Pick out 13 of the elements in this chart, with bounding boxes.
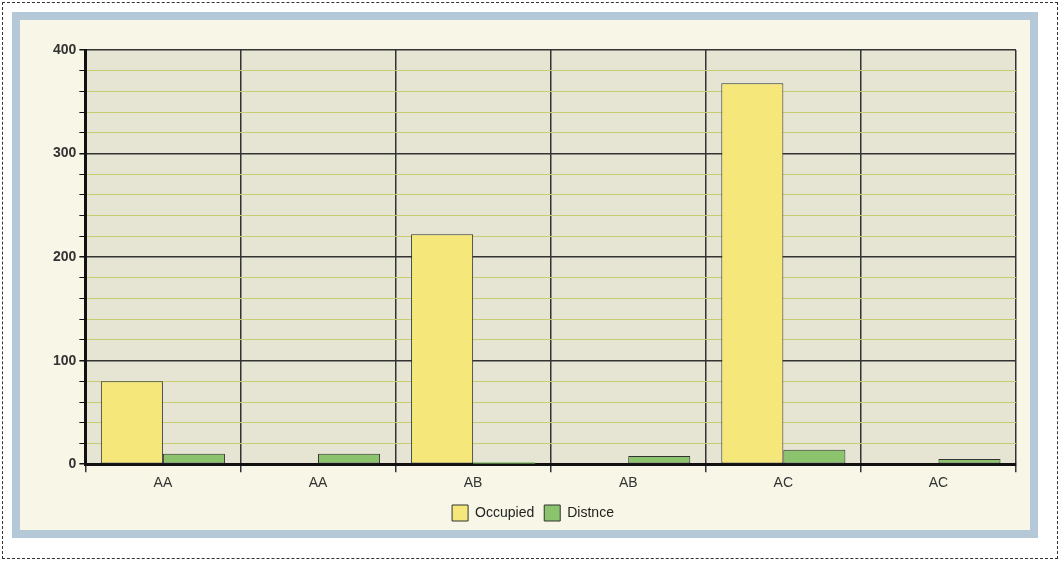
x-tick-label: AC [773,474,794,491]
x-tick-label: AA [153,474,173,491]
legend-label: Distnce [567,503,615,520]
y-tick-label: 0 [68,455,77,472]
y-tick-label: 100 [53,351,77,368]
legend-label: Occupied [475,503,535,520]
y-tick-label: 300 [53,144,77,161]
y-tick-label: 200 [53,247,77,264]
x-tick-label: AB [463,474,483,491]
x-tick-label: AB [618,474,638,491]
x-tick-label: AA [308,474,329,491]
x-tick-label: AC [928,474,949,491]
y-tick-label: 400 [53,40,77,57]
